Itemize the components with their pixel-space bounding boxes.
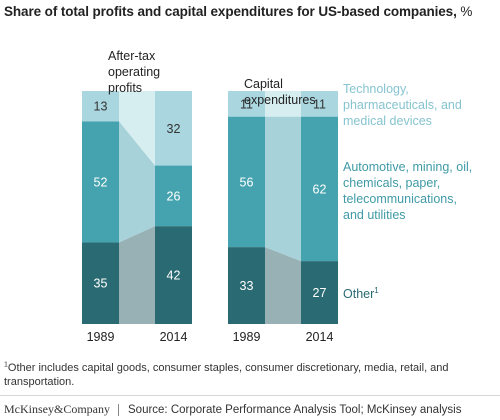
connector-tech [119, 91, 155, 166]
connector-auto [119, 121, 155, 243]
panel-subtitle-line: operating [108, 65, 160, 79]
panel-subtitle-line: Capital [244, 77, 283, 91]
connector-other [119, 226, 155, 324]
category-label-2014: 2014 [306, 330, 334, 344]
bar-segment-auto-2014 [301, 116, 338, 262]
footnote: 1Other includes capital goods, consumer … [4, 361, 494, 389]
footnote-text: Other includes capital goods, consumer s… [4, 362, 449, 388]
legend-tech-line: pharmaceuticals, and [343, 98, 462, 112]
data-label-auto-2014: 62 [313, 182, 327, 196]
bar-segment-tech-2014 [301, 91, 338, 117]
legend-other: Other1 [343, 286, 379, 302]
bar-segment-auto-1989 [228, 116, 265, 248]
bar-segment-other-2014 [301, 261, 338, 324]
legend-other-label: Other [343, 287, 375, 301]
data-label-tech-1989: 13 [94, 100, 108, 114]
data-label-tech-2014: 11 [313, 97, 326, 111]
bar-segment-other-1989 [228, 247, 265, 324]
footer-separator [118, 403, 119, 416]
legend-auto: Automotive, mining, oil, chemicals, pape… [343, 159, 472, 223]
bar-segment-tech-1989 [82, 91, 119, 122]
data-label-auto-1989: 56 [240, 175, 254, 189]
footer: McKinsey&Company Source: Corporate Perfor… [4, 402, 498, 417]
data-label-auto-2014: 26 [167, 189, 181, 203]
bar-segment-tech-2014 [155, 91, 192, 166]
category-label-2014: 2014 [160, 330, 188, 344]
data-label-other-1989: 33 [240, 279, 254, 293]
data-label-other-1989: 35 [94, 277, 108, 291]
footnote-marker: 1 [4, 361, 8, 369]
bar-segment-other-1989 [82, 242, 119, 324]
bar-segment-auto-2014 [155, 165, 192, 227]
connector-other [265, 247, 301, 324]
chart-title-unit: % [460, 4, 473, 19]
legend-tech-line: Technology, [343, 82, 409, 96]
bar-segment-tech-1989 [228, 91, 265, 117]
panel-subtitle-line: expenditures [244, 93, 316, 107]
data-label-tech-2014: 32 [167, 122, 181, 136]
footer-divider [0, 395, 500, 396]
connector-tech [265, 91, 301, 117]
data-label-auto-1989: 52 [94, 175, 108, 189]
category-label-1989: 1989 [233, 330, 261, 344]
legend-tech-line: medical devices [343, 114, 432, 128]
legend-auto-line: and utilities [343, 208, 406, 222]
panel-subtitle-line: profits [108, 81, 142, 95]
source-note: Source: Corporate Performance Analysis T… [128, 404, 462, 416]
legend-auto-line: chemicals, paper, [343, 176, 441, 190]
chart-title-text: Share of total profits and capital expen… [4, 4, 457, 19]
category-label-1989: 1989 [87, 330, 115, 344]
bar-segment-auto-1989 [82, 121, 119, 243]
panel-subtitle-line: After-tax [108, 49, 156, 63]
bar-segment-other-2014 [155, 226, 192, 324]
chart-area: 35 42 52 26 13 32 1989 2014 After-tax operating pr… [82, 49, 338, 344]
data-label-other-2014: 27 [313, 286, 327, 300]
legend-auto-line: Automotive, mining, oil, [343, 160, 473, 174]
legend-auto-line: telecommunications, [343, 192, 457, 206]
data-label-tech-1989: 11 [240, 97, 253, 111]
chart-title: Share of total profits and capital expen… [4, 4, 498, 19]
data-label-other-2014: 42 [167, 269, 181, 283]
connector-auto [265, 116, 301, 262]
legend-tech: Technology, pharmaceuticals, and medical… [343, 81, 462, 129]
brand-logo: McKinsey&Company [4, 402, 110, 416]
legend-other-footnote-marker: 1 [374, 285, 379, 295]
